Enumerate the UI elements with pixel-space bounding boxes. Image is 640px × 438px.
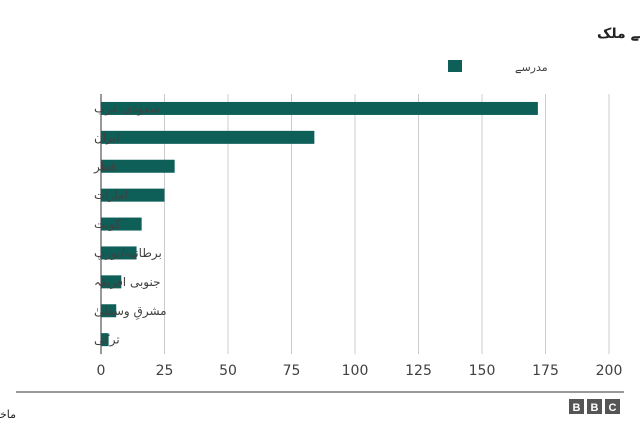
bar (101, 304, 117, 318)
x-tick-label: 50 (219, 363, 237, 379)
bar (101, 246, 137, 260)
chart-title: امداد دینے والے ملک (597, 26, 640, 42)
bar (101, 159, 175, 173)
bar (101, 130, 315, 144)
category-label: جنوبی افریقہ (94, 275, 161, 290)
bbc-logo-box-1 (569, 399, 584, 414)
bar (101, 217, 142, 231)
bbc-logo-box-3 (605, 399, 620, 414)
x-tick-label: 200 (596, 363, 623, 379)
bbc-logo-letter-3: C (609, 402, 617, 414)
source-note: ماخذ: وزارتِ داخلہ، حکومتِ پاکستان (0, 408, 16, 421)
x-axis-ticks: 0 25 50 75 100 125 150 175 200 (97, 363, 623, 379)
bbc-logo-box-2 (587, 399, 602, 414)
bbc-logo-letter-1: B (573, 402, 581, 414)
category-label: ترکی (94, 333, 120, 348)
x-tick-label: 150 (469, 363, 496, 379)
legend-swatch (448, 60, 462, 72)
x-tick-label: 125 (405, 363, 432, 379)
x-tick-label: 175 (532, 363, 559, 379)
bbc-logo-letter-2: B (591, 402, 599, 414)
x-tick-label: 25 (156, 363, 174, 379)
x-tick-label: 75 (283, 363, 301, 379)
x-tick-label: 100 (342, 363, 369, 379)
category-label: مشرقِ وسطیٰ (94, 304, 167, 320)
category-label: برطانیہ/یورپ (94, 246, 162, 261)
bar (101, 188, 165, 202)
category-label: سعودی عرب (94, 101, 160, 116)
legend: مدرسے (448, 60, 548, 74)
bar (101, 275, 122, 289)
legend-label: مدرسے (515, 61, 548, 74)
category-label: کویت (94, 217, 121, 232)
bar (101, 333, 109, 347)
category-label: قطر (93, 159, 116, 174)
bars (101, 101, 538, 347)
category-label: ایران (94, 130, 119, 145)
bar (101, 101, 538, 115)
category-labels: سعودی عرب ایران قطر امارات کویت برطانیہ/یورپ ج… (93, 101, 167, 347)
category-label: امارات (94, 188, 128, 203)
x-tick-label: 0 (97, 363, 106, 379)
bbc-logo: B B C (569, 399, 620, 414)
